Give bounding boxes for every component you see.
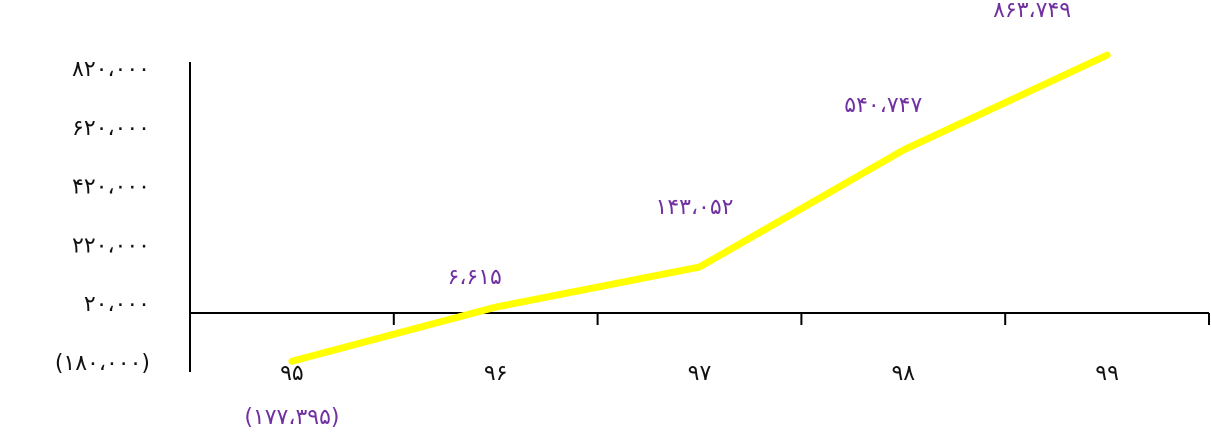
x-tick-label: ۹۷ (688, 361, 712, 386)
y-tick-label: ۲۰،۰۰۰ (84, 292, 150, 317)
y-axis-ticks: (۱۸۰،۰۰۰) ۲۰،۰۰۰ ۲۲۰،۰۰۰ ۴۲۰،۰۰۰ ۶۲۰،۰۰۰ ۸۲۰،… (55, 57, 150, 376)
x-tick-label: ۹۵ (280, 361, 304, 386)
x-tick-label: ۹۶ (484, 361, 508, 386)
y-tick-label: ۶۲۰،۰۰۰ (72, 116, 150, 141)
data-labels: (۱۷۷،۳۹۵) ۶،۶۱۵ ۱۴۳،۰۵۲ ۵۴۰،۷۴۷ ۸۶۳،۷۴۹ (244, 0, 1071, 430)
y-tick-label: ۲۲۰،۰۰۰ (72, 233, 150, 258)
x-axis-ticks: ۹۵ ۹۶ ۹۷ ۹۸ ۹۹ (280, 361, 1119, 386)
axes (189, 62, 1210, 372)
x-tick-label: ۹۸ (891, 361, 915, 386)
data-label: ۶،۶۱۵ (448, 265, 502, 290)
data-label: ۱۴۳،۰۵۲ (656, 195, 734, 220)
data-label: ۵۴۰،۷۴۷ (844, 93, 922, 118)
y-tick-label: (۱۸۰،۰۰۰) (55, 351, 150, 376)
data-label: (۱۷۷،۳۹۵) (244, 405, 339, 430)
data-label: ۸۶۳،۷۴۹ (993, 0, 1071, 23)
series-group (288, 51, 1111, 365)
y-tick-label: ۸۲۰،۰۰۰ (72, 57, 150, 82)
y-tick-label: ۴۲۰،۰۰۰ (72, 175, 150, 200)
x-tick-label: ۹۹ (1095, 361, 1119, 386)
